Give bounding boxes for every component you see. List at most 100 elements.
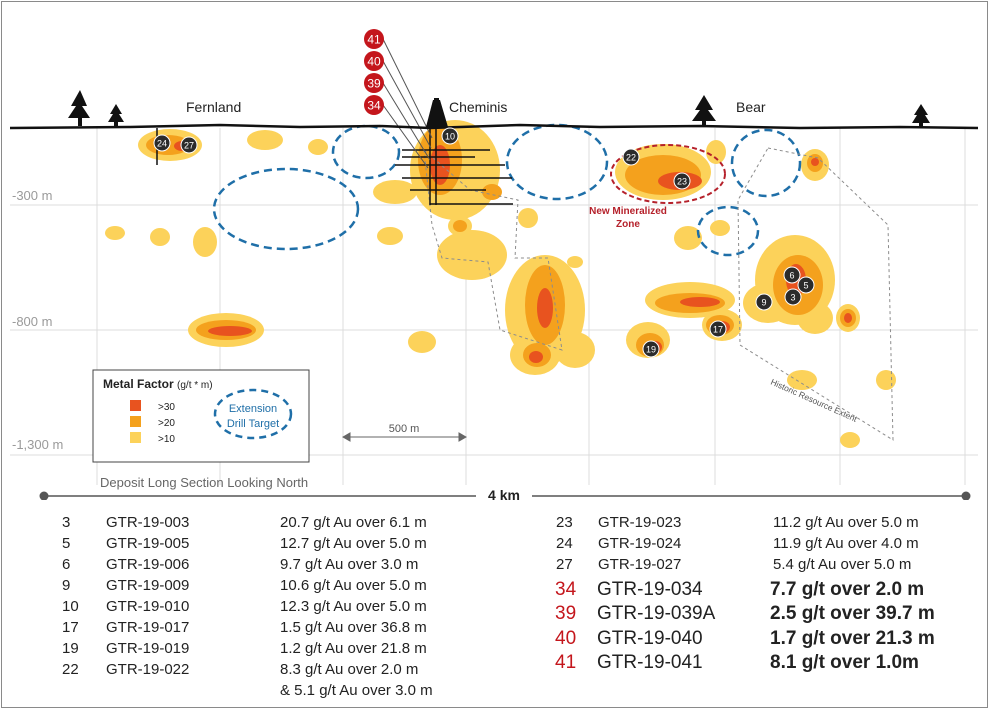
- result-hole: GTR-19-003: [106, 514, 190, 531]
- result-hole: GTR-19-019: [106, 640, 190, 657]
- svg-text:Metal Factor (g/t * m): Metal Factor (g/t * m): [103, 377, 213, 391]
- legend-title: Metal Factor: [103, 377, 174, 391]
- long-section-diagram: -300 m -800 m -1,300 m: [9, 29, 979, 500]
- depth-label-800: -800 m: [12, 314, 52, 329]
- legend-swatch-high: [130, 400, 141, 411]
- result-id: 23: [556, 514, 573, 531]
- hole-marker-5: [797, 276, 815, 294]
- result-id: 3: [62, 514, 71, 531]
- hole-marker-41: [364, 29, 384, 49]
- legend-swatch-mid: [130, 416, 141, 427]
- hole-marker-6: [783, 266, 801, 284]
- result-id: 40: [555, 628, 577, 649]
- result-id: 9: [62, 577, 71, 594]
- length-bar-label: 4 km: [488, 487, 520, 500]
- result-hole: GTR-19-017: [106, 619, 190, 636]
- result-value: 5.4 g/t Au over 5.0 m: [773, 556, 912, 573]
- new-mineralized-zone-outline: [610, 144, 726, 204]
- extension-drill-targets: [212, 123, 802, 257]
- result-id: 22: [62, 661, 79, 678]
- legend-target-line2: Drill Target: [227, 418, 279, 430]
- hole-marker-labels: 24 27 10 22 23 6 5 3 9 17 19: [157, 132, 809, 355]
- new-zone-label-line2: Zone: [616, 219, 640, 230]
- hole-marker-40: [364, 51, 384, 71]
- result-value: 12.3 g/t Au over 5.0 m: [280, 598, 427, 615]
- section-caption: Deposit Long Section Looking North: [100, 475, 308, 490]
- legend-target-line1: Extension: [229, 403, 277, 415]
- surface-line: [9, 123, 979, 130]
- svg-text:17: 17: [713, 325, 723, 335]
- hole-marker-9: [755, 293, 773, 311]
- svg-text:40: 40: [367, 55, 381, 69]
- result-value: 12.7 g/t Au over 5.0 m: [280, 535, 427, 552]
- svg-text:39: 39: [367, 77, 381, 91]
- result-value: 2.5 g/t over 39.7 m: [770, 603, 935, 624]
- svg-text:24: 24: [157, 139, 167, 149]
- result-hole: GTR-19-023: [598, 514, 682, 531]
- result-value: 7.7 g/t over 2.0 m: [770, 579, 925, 600]
- hole-marker-27: [180, 136, 198, 154]
- cheminis-drill-traces: [395, 128, 513, 205]
- hole-marker-17: [709, 320, 727, 338]
- hole-markers: [153, 127, 815, 358]
- result-hole: GTR-19-006: [106, 556, 190, 573]
- svg-text:10: 10: [445, 132, 455, 142]
- result-hole: GTR-19-005: [106, 535, 190, 552]
- svg-text:23: 23: [677, 177, 687, 187]
- svg-text:3: 3: [790, 293, 795, 303]
- hole-marker-22: [622, 148, 640, 166]
- result-hole: GTR-19-034: [597, 579, 703, 600]
- result-id: 19: [62, 640, 79, 657]
- result-hole: GTR-19-039A: [597, 603, 716, 624]
- legend-title-unit: (g/t * m): [177, 380, 213, 391]
- legend-label-high: >30: [158, 402, 175, 413]
- hole-marker-10: [441, 127, 459, 145]
- hole-marker-24: [153, 134, 171, 152]
- result-hole: GTR-19-024: [598, 535, 682, 552]
- result-value-continuation: & 5.1 g/t Au over 3.0 m: [280, 682, 433, 699]
- result-id: 41: [555, 652, 577, 673]
- svg-text:19: 19: [646, 345, 656, 355]
- historic-resource-outline: [423, 147, 894, 441]
- result-hole: GTR-19-027: [598, 556, 682, 573]
- result-hole: GTR-19-022: [106, 661, 190, 678]
- site-label-fernland: Fernland: [186, 99, 241, 115]
- result-hole: GTR-19-041: [597, 652, 703, 673]
- hole-marker-34: [364, 95, 384, 115]
- legend: Metal Factor (g/t * m) >30 >20 >10 Exten…: [92, 369, 310, 463]
- svg-text:6: 6: [789, 271, 794, 281]
- result-value: 11.9 g/t Au over 4.0 m: [773, 535, 919, 552]
- headframe-icon: [426, 98, 448, 127]
- result-value: 20.7 g/t Au over 6.1 m: [280, 514, 427, 531]
- tree-icon: [692, 95, 716, 127]
- result-id: 10: [62, 598, 79, 615]
- result-value: 1.2 g/t Au over 21.8 m: [280, 640, 427, 657]
- top-hole-markers: 41 40 39 34: [364, 29, 384, 115]
- result-value: 10.6 g/t Au over 5.0 m: [280, 577, 427, 594]
- depth-label-300: -300 m: [12, 188, 52, 203]
- svg-text:9: 9: [761, 298, 766, 308]
- result-value: 8.1 g/t over 1.0m: [770, 652, 919, 673]
- result-id: 39: [555, 603, 577, 624]
- result-id: 6: [62, 556, 71, 573]
- hole-marker-23: [673, 172, 691, 190]
- svg-text:5: 5: [803, 281, 808, 291]
- svg-text:27: 27: [184, 141, 194, 151]
- tree-icons: [68, 90, 930, 127]
- tree-icon: [68, 90, 90, 126]
- hole-marker-3: [784, 288, 802, 306]
- legend-label-low: >10: [158, 434, 175, 445]
- result-value: 1.7 g/t over 21.3 m: [770, 628, 935, 649]
- new-zone-label-line1: New Mineralized: [589, 206, 667, 217]
- result-value: 9.7 g/t Au over 3.0 m: [280, 556, 419, 573]
- legend-swatch-low: [130, 432, 141, 443]
- result-id: 24: [556, 535, 573, 552]
- result-id: 27: [556, 556, 573, 573]
- legend-label-mid: >20: [158, 418, 175, 429]
- result-hole: GTR-19-009: [106, 577, 190, 594]
- svg-text:22: 22: [626, 153, 636, 163]
- result-value: 11.2 g/t Au over 5.0 m: [773, 514, 919, 531]
- site-label-cheminis: Cheminis: [449, 99, 507, 115]
- scale-bar-500m: [341, 432, 468, 442]
